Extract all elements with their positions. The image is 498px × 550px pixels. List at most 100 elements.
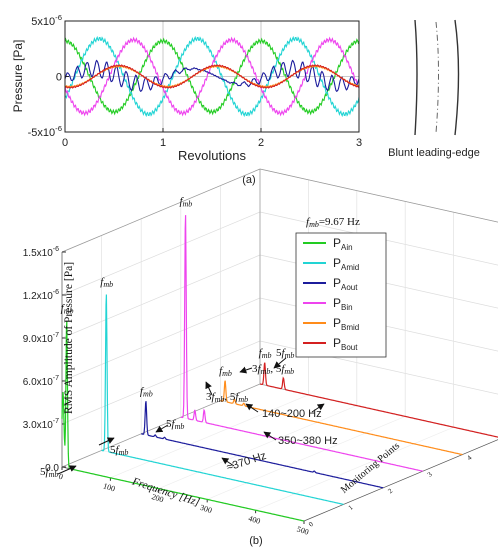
label-5fmb-bout-num: 5 (276, 347, 282, 359)
floor-grid-f (158, 405, 357, 489)
label-5fmb-bout-f: f (282, 347, 287, 359)
legend-label: PBmid (333, 316, 359, 332)
panel-a-ytick-label: 5x10-6 (31, 13, 62, 28)
label-350-380: 350~380 Hz (278, 435, 338, 447)
label-5fmb-ain-sub: mb (49, 470, 59, 479)
fmb-note-symbol: f (306, 216, 311, 228)
label-bmid-comma: , (270, 363, 276, 375)
label-5fmb-aout: 5fmb (166, 418, 184, 431)
panel-b-series-line (259, 362, 498, 438)
label-bmid-f2: f (281, 363, 286, 375)
side-wall-hgrid (61, 211, 261, 296)
caption-b: (b) (249, 535, 262, 547)
legend-items: PAin PAmid PAout PBin PBmid PBout (303, 236, 359, 352)
label-bin-sub2: mb (238, 395, 248, 404)
label-5fmb-amid-num: 5 (110, 444, 116, 456)
legend-label: PBin (333, 296, 353, 312)
label-5fmb-ain: 5fmb (40, 466, 58, 479)
label-bin-five: 5 (230, 391, 236, 403)
floor-grid-f (110, 394, 309, 479)
panel-b-peak-labels: fmb fmb fmb fmb fmb fmb (61, 195, 272, 398)
panel-b-xtick-label: 500 (296, 524, 310, 536)
panel-b-xtick-label: 0 (57, 472, 64, 482)
legend-label: PAin (333, 236, 353, 252)
legend-frame (295, 232, 387, 358)
panel-b-xtick-label: 100 (102, 481, 116, 493)
blade-sketch (414, 19, 460, 136)
panel-b-peak-label: fmb (61, 303, 74, 316)
panel-b-series-line (101, 294, 344, 505)
panel-a-series-line (64, 35, 360, 118)
arrow-350-380 (263, 431, 277, 441)
label-bmid-sub2: mb (284, 367, 294, 376)
side-wall-hgrid (61, 254, 261, 339)
label-bmid-five: 5 (276, 363, 282, 375)
label-bin-three: 3 (206, 391, 212, 403)
panel-b-ticks: 0.0 3.0x10-7 6.0x10-7 9.0x10-7 1.2x10-6 1.5x1… (23, 246, 474, 537)
label-5fmb-ain-num: 5 (40, 466, 46, 478)
panel-b-ytick-label: 0.0 (45, 463, 59, 474)
panel-b-box (61, 168, 498, 522)
blade-camber-line (435, 21, 439, 134)
label-5fmb-aout-f: f (172, 418, 177, 430)
caption-a: (a) (242, 174, 255, 186)
arrow-bin-pair (205, 381, 213, 396)
floor-grid-f (207, 416, 406, 500)
panel-b-series-line (220, 380, 463, 456)
panel-b-xlabel: Frequency [Hz] (130, 475, 201, 508)
panel-b-peak-label: fmb (179, 195, 192, 208)
arrow-140-200 (245, 403, 259, 413)
panel-a-ytick-label: -5x10-6 (28, 124, 62, 139)
panel-b-xtick-label: 400 (247, 514, 261, 526)
blade-right-edge (454, 19, 460, 136)
panel-a-xtick-label: 2 (258, 137, 264, 149)
box-edge (259, 168, 498, 223)
side-wall-hgrid (61, 297, 261, 382)
label-bmid-three: 3 (252, 363, 258, 375)
panel-a-series-line (64, 59, 360, 93)
panel-b-ztick-label: 1 (347, 503, 355, 512)
panel-b-zlabel: Monitoring Points (339, 440, 402, 495)
box-edge (303, 439, 498, 522)
panel-b-ylabel: RMS Amplitude of Pressure [Pa] (63, 262, 75, 414)
panel-b-ztick-label: 3 (426, 470, 434, 479)
label-bin-comma: , (224, 391, 230, 403)
side-wall-hgrid (61, 340, 261, 425)
legend-label: PBout (333, 336, 358, 352)
panel-b: 0.0 3.0x10-7 6.0x10-7 9.0x10-7 1.2x10-6 1.5x1… (23, 168, 498, 547)
label-5fmb-amid: 5fmb (110, 444, 128, 457)
panel-b-ytick-label: 6.0x10-7 (23, 375, 59, 388)
blade-left-edge (414, 19, 418, 136)
panel-b-ytick-label: 3.0x10-7 (23, 418, 59, 431)
arrow-5fmb-amid (98, 437, 115, 446)
label-5fmb-amid-sub: mb (119, 448, 129, 457)
label-5fmb-bout: 5fmb (276, 347, 294, 360)
panel-b-ytick-label: 9.0x10-7 (23, 332, 59, 345)
panel-a-xtick-label: 3 (356, 137, 362, 149)
label-bmid-f1: f (258, 363, 263, 375)
label-5fmb-aout-num: 5 (166, 418, 172, 430)
arrow-140-200-right (311, 403, 325, 413)
arrow-370 (221, 457, 235, 467)
panel-b-peak-label: fmb (259, 347, 272, 360)
fmb-note-value: =9.67 Hz (319, 216, 360, 228)
label-bmid-sub1: mb (261, 367, 271, 376)
label-3-5fmb-bin: 3fmb, 5fmb (206, 391, 248, 404)
fmb-note: fmb=9.67 Hz (306, 216, 360, 229)
label-140-200: 140~200 Hz (262, 408, 322, 420)
panel-b-ytick-label: 1.5x10-6 (23, 246, 59, 259)
label-5fmb-amid-f: f (116, 444, 121, 456)
label-5fmb-bout-sub: mb (285, 351, 295, 360)
panel-b-xtick-label: 300 (199, 503, 213, 515)
arrow-bmid-pair (239, 366, 253, 374)
arrow-5fmb-ain (57, 465, 77, 475)
blade-label: Blunt leading-edge (388, 147, 480, 159)
annotations: 5fmb 5fmb 5fmb 3fmb, 5fmb 3fmb, 5fmb 5fm… (40, 347, 338, 479)
label-5fmb-aout-sub: mb (175, 422, 185, 431)
legend: PAin PAmid PAout PBin PBmid PBout (295, 232, 387, 358)
legend-label: PAmid (333, 256, 359, 272)
panel-b-series-line (141, 401, 384, 489)
label-bin-f1: f (212, 391, 217, 403)
